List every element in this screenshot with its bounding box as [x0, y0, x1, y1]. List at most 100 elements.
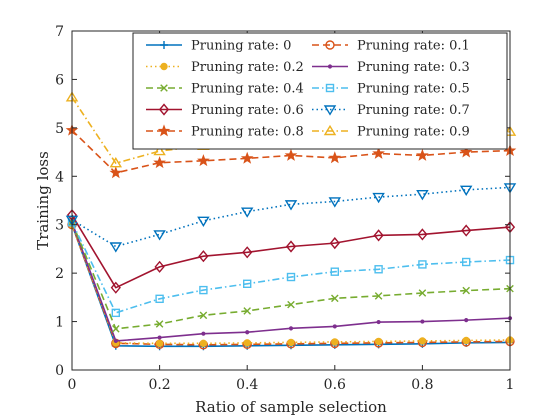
data-point-8-6	[328, 151, 342, 164]
legend-entry-3: Pruning rate: 0.3	[312, 60, 470, 75]
x-tick-label-0: 0	[68, 377, 77, 393]
data-point-9-2	[153, 144, 166, 156]
data-point-2-4	[243, 339, 251, 347]
y-tick-label-2: 2	[55, 266, 64, 282]
legend-label-9: Pruning rate: 0.9	[357, 125, 470, 140]
legend: Pruning rate: 0 Pruning rate: 0.1 Pruning …	[132, 32, 508, 150]
legend-marker-9	[323, 124, 337, 136]
legend-label-4: Pruning rate: 0.4	[191, 82, 304, 97]
data-point-3-7	[376, 319, 381, 325]
axes: 0 0.2 0.4 0.6 0.8 1 0 1 2 3 4 5 6 7	[55, 24, 514, 393]
data-point-5-7	[374, 265, 383, 274]
y-tick-label-4: 4	[55, 169, 64, 185]
data-point-8-3	[197, 154, 210, 167]
x-tick-label-1: 0.2	[148, 377, 170, 393]
data-point-3-3	[201, 331, 206, 336]
series-line-4	[71, 221, 511, 330]
data-point-5-5	[286, 272, 296, 282]
data-point-2-7	[374, 337, 383, 346]
data-point-3-5	[288, 326, 294, 331]
data-point-2-5	[287, 338, 295, 347]
data-point-5-9	[462, 257, 471, 267]
data-point-4-7	[374, 292, 383, 300]
x-tick-label-3: 0.6	[324, 377, 346, 393]
legend-label-7: Pruning rate: 0.7	[357, 103, 470, 118]
data-point-3-2	[157, 335, 162, 340]
data-point-5-8	[418, 260, 427, 269]
data-point-4-6	[331, 294, 339, 303]
series-3	[69, 220, 513, 344]
data-point-7-3	[197, 216, 210, 227]
data-point-4-1	[112, 325, 120, 333]
data-point-7-9	[459, 185, 473, 197]
x-tick-label-4: 0.8	[411, 377, 433, 393]
data-point-4-3	[199, 311, 208, 320]
data-point-4-9	[462, 286, 470, 295]
data-point-2-9	[462, 336, 470, 345]
data-point-9-1	[109, 157, 123, 168]
series-line-7	[71, 186, 511, 248]
x-tick-label-5: 1	[506, 377, 515, 393]
data-point-3-1	[113, 338, 118, 344]
legend-marker-0	[160, 41, 168, 49]
data-point-5-6	[330, 267, 339, 276]
data-point-6-3	[198, 250, 209, 263]
data-point-2-6	[331, 338, 339, 346]
data-point-5-3	[199, 285, 208, 295]
legend-label-2: Pruning rate: 0.2	[191, 60, 304, 75]
legend-marker-5	[325, 83, 335, 93]
legend-entry-8: Pruning rate: 0.8	[146, 124, 304, 140]
legend-label-8: Pruning rate: 0.8	[191, 125, 304, 140]
data-point-7-2	[153, 230, 166, 241]
data-point-2-2	[155, 339, 164, 348]
y-tick-label-1: 1	[55, 315, 64, 331]
legend-entry-1: Pruning rate: 0.1	[312, 39, 470, 54]
data-point-3-9	[464, 318, 469, 323]
legend-label-5: Pruning rate: 0.5	[357, 82, 470, 97]
legend-marker-2	[160, 62, 168, 71]
series-7	[65, 183, 517, 253]
data-point-7-8	[416, 190, 429, 201]
data-point-7-1	[109, 242, 123, 253]
data-point-8-9	[459, 145, 473, 158]
legend-entry-9: Pruning rate: 0.9	[312, 125, 470, 140]
data-point-5-1	[111, 308, 121, 318]
data-point-6-9	[461, 224, 472, 237]
series-line-5	[71, 221, 511, 314]
y-tick-label-5: 5	[55, 121, 64, 137]
y-axis-title: Training loss	[34, 151, 52, 250]
series-5	[67, 218, 515, 318]
data-point-5-2	[155, 294, 164, 304]
y-tick-label-0: 0	[55, 363, 64, 379]
data-point-3-6	[332, 324, 337, 329]
data-point-5-4	[242, 279, 252, 288]
legend-label-6: Pruning rate: 0.6	[191, 103, 304, 118]
x-tick-label-2: 0.4	[236, 377, 258, 393]
y-tick-label-6: 6	[55, 72, 64, 88]
data-point-6-1	[110, 281, 121, 294]
y-tick-label-3: 3	[55, 218, 64, 234]
data-point-7-4	[240, 207, 254, 218]
data-point-6-8	[417, 228, 428, 241]
legend-entry-2: Pruning rate: 0.2	[146, 60, 304, 75]
legend-marker-8	[157, 124, 171, 137]
data-point-8-8	[416, 148, 429, 161]
data-point-8-2	[153, 156, 166, 169]
legend-marker-4	[160, 84, 168, 92]
legend-marker-6	[158, 103, 170, 116]
legend-label-1: Pruning rate: 0.1	[357, 39, 470, 54]
data-point-6-7	[373, 229, 384, 242]
legend-entry-4: Pruning rate: 0.4	[146, 82, 304, 97]
series-4	[68, 218, 514, 333]
data-point-8-4	[240, 151, 254, 164]
data-point-6-4	[242, 246, 253, 259]
data-point-3-4	[245, 330, 250, 335]
data-point-4-2	[155, 320, 164, 328]
y-tick-label-7: 7	[55, 24, 64, 40]
data-point-3-8	[420, 319, 425, 324]
data-point-4-5	[287, 300, 295, 309]
data-point-6-5	[285, 240, 297, 253]
data-point-7-6	[328, 197, 342, 208]
legend-entry-0: Pruning rate: 0	[146, 39, 291, 54]
data-point-8-1	[109, 166, 123, 179]
